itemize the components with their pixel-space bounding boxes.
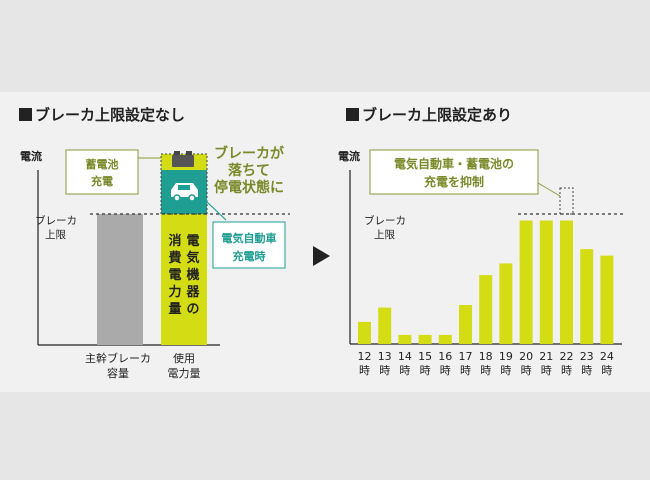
bar-hour-17 <box>459 305 472 344</box>
right-ylabel: 電流 <box>338 149 360 163</box>
x-tick-hour: 13 <box>378 350 392 363</box>
bar-hour-23 <box>580 249 594 344</box>
bar-text-char: 力 <box>168 284 181 300</box>
suppress-callout-box <box>369 149 539 195</box>
square-bullet-icon <box>346 108 359 121</box>
left-xcat-1-line2: 容量 <box>107 366 129 380</box>
right-heading-text: ブレーカ上限設定あり <box>362 106 513 124</box>
bar-hour-12 <box>358 321 371 344</box>
x-tick-suffix: 時 <box>561 364 572 377</box>
x-tick-hour: 23 <box>580 350 594 363</box>
car-icon <box>171 183 198 202</box>
bar-text-char: 量 <box>168 302 181 317</box>
bar-text-char: 気 <box>186 250 199 266</box>
suppress-callout-text-1: 電気自動車・蓄電池の <box>394 156 514 171</box>
square-bullet-icon <box>19 108 32 121</box>
x-tick-hour: 21 <box>539 350 553 363</box>
x-tick-suffix: 時 <box>480 364 491 377</box>
suppress-callout-pointer <box>537 182 561 197</box>
left-heading-text: ブレーカ上限設定なし <box>35 106 186 124</box>
ev-callout-box <box>212 221 286 269</box>
battery-callout-box <box>65 149 139 195</box>
x-tick-suffix: 時 <box>500 364 511 377</box>
right-breaker-label-1: ブレーカ <box>364 214 406 227</box>
x-tick-suffix: 時 <box>581 364 592 377</box>
suppressed-excess-box <box>559 187 574 215</box>
battery-callout-text-2: 充電 <box>91 174 113 188</box>
left-ylabel: 電流 <box>20 149 42 163</box>
left-xcat-2-line1: 使用 <box>173 352 195 365</box>
x-tick-suffix: 時 <box>399 364 410 377</box>
bar-hour-13 <box>378 307 392 344</box>
left-heading: ブレーカ上限設定なし <box>19 106 185 124</box>
x-tick-suffix: 時 <box>379 364 390 377</box>
ev-callout-pointer <box>199 194 227 221</box>
bar-text-char: 費 <box>168 250 181 266</box>
x-tick-suffix: 時 <box>420 364 431 377</box>
x-tick-suffix: 時 <box>601 364 612 377</box>
bar-text-char: 器 <box>185 285 200 300</box>
bar-text-char: 電 <box>186 234 199 249</box>
x-tick-suffix: 時 <box>521 364 532 377</box>
bar-hour-22 <box>560 220 573 344</box>
left-breaker-label-1: ブレーカ <box>35 214 77 227</box>
x-tick-hour: 16 <box>438 350 452 363</box>
bar-text-char: の <box>186 302 199 317</box>
bar-text-char: 消 <box>168 233 181 249</box>
right-bars <box>358 220 614 344</box>
bar-hour-24 <box>600 255 614 344</box>
right-chart: 電流 12時13時14時15時16時17時18時19時20時21時22時23時2… <box>338 149 624 377</box>
bar-hour-21 <box>539 220 553 344</box>
x-tick-hour: 14 <box>398 350 412 363</box>
x-tick-hour: 15 <box>418 350 432 363</box>
warning-text-3: 停電状態に <box>214 179 284 196</box>
x-tick-suffix: 時 <box>541 364 552 377</box>
bar-hour-15 <box>418 334 432 344</box>
bar-text-char: 電 <box>168 268 181 283</box>
battery-callout-text-1: 蓄電池 <box>86 157 119 171</box>
left-breaker-label-2: 上限 <box>45 229 66 241</box>
excess-outline <box>160 153 208 215</box>
left-xcat-2-line2: 電力量 <box>168 367 201 380</box>
bar-main-breaker-capacity <box>97 214 143 345</box>
right-breaker-label-2: 上限 <box>374 229 395 241</box>
x-tick-hour: 12 <box>358 350 372 363</box>
ev-callout-text-1: 電気自動車 <box>222 231 277 245</box>
x-tick-hour: 17 <box>459 350 473 363</box>
x-tick-hour: 19 <box>499 350 513 363</box>
bar-hour-20 <box>519 220 533 344</box>
x-tick-hour: 18 <box>479 350 493 363</box>
bar-hour-18 <box>479 275 493 344</box>
bar-text-char: 機 <box>186 267 199 283</box>
suppress-callout-text-2: 充電を抑制 <box>424 174 484 189</box>
x-tick-hour: 22 <box>560 350 574 363</box>
right-heading: ブレーカ上限設定あり <box>346 106 512 124</box>
x-tick-suffix: 時 <box>440 364 451 377</box>
bar-hour-14 <box>398 334 412 344</box>
ev-callout-text-2: 充電時 <box>233 249 266 263</box>
x-tick-suffix: 時 <box>460 364 471 377</box>
warning-text-1: ブレーカが <box>214 145 285 162</box>
bar-appliance-consumption <box>161 214 207 345</box>
battery-icon <box>172 151 194 167</box>
bar-hour-19 <box>499 263 513 344</box>
x-tick-suffix: 時 <box>359 364 370 377</box>
x-tick-hour: 24 <box>600 350 614 363</box>
left-xcat-1-line1: 主幹ブレーカ <box>85 351 151 365</box>
x-tick-hour: 20 <box>519 350 533 363</box>
warning-text-2: 落ちて <box>228 162 270 179</box>
transition-arrow-icon <box>313 246 330 266</box>
bar-hour-16 <box>438 334 452 344</box>
